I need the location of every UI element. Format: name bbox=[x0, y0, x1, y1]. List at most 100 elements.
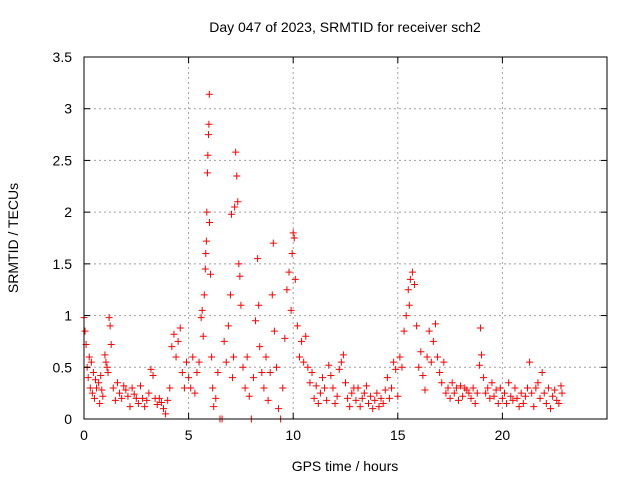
x-tick-label: 0 bbox=[80, 427, 88, 443]
data-point bbox=[237, 301, 245, 309]
data-point bbox=[206, 218, 214, 226]
data-point bbox=[415, 363, 423, 371]
data-point bbox=[436, 368, 444, 376]
data-point bbox=[201, 265, 209, 273]
data-point bbox=[300, 358, 308, 366]
chart-title: Day 047 of 2023, SRMTID for receiver sch… bbox=[209, 19, 481, 35]
data-point bbox=[243, 353, 251, 361]
data-point bbox=[452, 384, 460, 392]
data-point bbox=[107, 341, 115, 349]
data-point bbox=[490, 392, 498, 400]
data-point bbox=[440, 358, 448, 366]
data-point bbox=[84, 374, 92, 382]
data-point bbox=[111, 396, 119, 404]
data-point bbox=[505, 379, 513, 387]
data-point bbox=[236, 272, 244, 280]
data-point bbox=[126, 403, 134, 411]
data-point bbox=[371, 396, 379, 404]
data-point bbox=[208, 353, 216, 361]
data-point bbox=[210, 403, 218, 411]
y-tick-label: 2 bbox=[64, 204, 72, 220]
data-point bbox=[434, 353, 442, 361]
data-point bbox=[394, 392, 402, 400]
data-point bbox=[521, 392, 529, 400]
data-point bbox=[500, 389, 508, 397]
data-point bbox=[310, 394, 318, 402]
data-point bbox=[102, 358, 110, 366]
axis-ticks: 0 0.5 1 1.5 2 2.5 3 3.5 0 5 10 15 20 bbox=[53, 49, 607, 443]
data-point bbox=[457, 382, 465, 390]
data-point bbox=[104, 368, 112, 376]
data-point bbox=[528, 389, 536, 397]
data-point bbox=[168, 343, 176, 351]
data-point bbox=[304, 363, 312, 371]
data-point bbox=[509, 396, 517, 404]
data-point bbox=[381, 386, 389, 394]
data-point bbox=[128, 384, 136, 392]
data-point bbox=[555, 399, 563, 407]
data-point bbox=[199, 332, 207, 340]
data-point bbox=[232, 148, 240, 156]
data-point bbox=[260, 384, 268, 392]
data-point bbox=[388, 384, 396, 392]
data-point bbox=[227, 210, 235, 218]
data-point bbox=[542, 399, 550, 407]
data-point bbox=[90, 394, 98, 402]
data-point bbox=[421, 386, 429, 394]
data-point bbox=[149, 372, 157, 380]
data-point bbox=[202, 237, 210, 245]
data-point bbox=[471, 399, 479, 407]
data-point bbox=[513, 394, 521, 402]
data-point bbox=[544, 384, 552, 392]
data-point bbox=[134, 399, 142, 407]
data-point bbox=[398, 363, 406, 371]
data-point bbox=[448, 379, 456, 387]
data-point bbox=[337, 358, 345, 366]
data-point bbox=[427, 358, 435, 366]
data-point bbox=[170, 330, 178, 338]
data-point bbox=[93, 384, 101, 392]
data-point bbox=[486, 394, 494, 402]
data-point bbox=[174, 337, 182, 345]
data-point bbox=[450, 389, 458, 397]
data-point bbox=[205, 90, 213, 98]
data-point bbox=[233, 172, 241, 180]
data-point bbox=[235, 260, 243, 268]
data-point bbox=[377, 394, 385, 402]
data-point bbox=[249, 374, 257, 382]
data-point bbox=[446, 394, 454, 402]
data-point bbox=[203, 169, 211, 177]
data-point bbox=[283, 286, 291, 294]
data-point bbox=[214, 368, 222, 376]
data-point bbox=[482, 389, 490, 397]
data-point bbox=[200, 291, 208, 299]
data-point bbox=[431, 320, 439, 328]
data-point bbox=[325, 361, 333, 369]
data-point bbox=[230, 353, 238, 361]
data-point bbox=[270, 327, 278, 335]
y-axis-label: SRMTID / TECUs bbox=[5, 183, 21, 293]
data-point bbox=[212, 394, 220, 402]
data-point bbox=[375, 403, 383, 411]
data-point bbox=[551, 386, 559, 394]
data-point bbox=[98, 386, 106, 394]
data-point bbox=[314, 399, 322, 407]
data-point bbox=[538, 368, 546, 376]
data-point bbox=[164, 396, 172, 404]
data-point bbox=[348, 389, 356, 397]
y-tick-label: 0 bbox=[64, 411, 72, 427]
y-tick-label: 1 bbox=[64, 308, 72, 324]
data-point bbox=[288, 250, 296, 258]
data-point bbox=[321, 384, 329, 392]
data-point bbox=[346, 403, 354, 411]
data-point bbox=[239, 363, 247, 371]
data-point bbox=[323, 396, 331, 404]
data-point bbox=[547, 405, 555, 413]
data-point bbox=[268, 291, 276, 299]
data-point bbox=[85, 353, 93, 361]
data-point bbox=[103, 363, 111, 371]
data-point bbox=[385, 394, 393, 402]
data-point bbox=[222, 358, 230, 366]
data-point bbox=[139, 394, 147, 402]
